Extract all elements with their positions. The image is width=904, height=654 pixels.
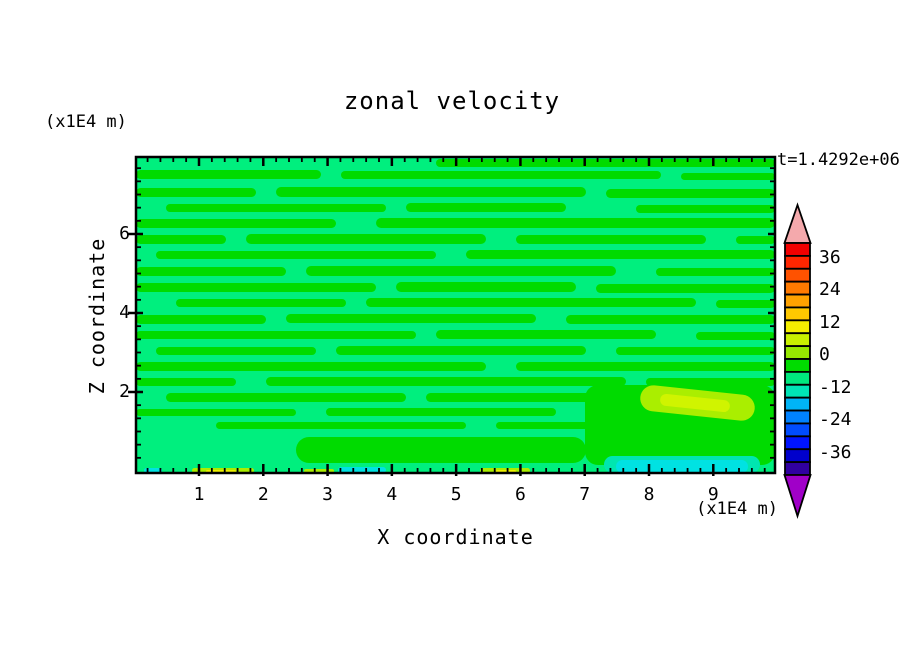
field-region — [716, 300, 775, 308]
field-region — [616, 347, 775, 355]
y-tick-label: 6 — [119, 223, 130, 244]
field-region — [136, 235, 226, 244]
field-region — [296, 437, 586, 463]
field-region — [136, 378, 236, 386]
y-tick-label: 4 — [119, 302, 130, 323]
colorbar-cell — [784, 461, 811, 476]
plot-title: zonal velocity — [343, 87, 561, 115]
field-region — [596, 284, 775, 293]
colorbar-tick-label: 0 — [819, 344, 830, 366]
colorbar-cell — [784, 267, 811, 283]
field-region — [166, 393, 406, 402]
colorbar-cell — [784, 422, 811, 438]
field-region — [606, 189, 775, 198]
field-region — [436, 159, 775, 167]
field-region — [136, 219, 336, 228]
x-tick-label: 4 — [386, 484, 398, 505]
colorbar-cell — [784, 383, 811, 399]
field-region — [341, 171, 661, 179]
field-region — [336, 346, 586, 355]
colorbar-cell — [784, 345, 811, 360]
field-region — [176, 299, 346, 307]
field-region — [326, 408, 556, 416]
x-tick-label: 6 — [515, 484, 526, 505]
colorbar-cell — [784, 448, 811, 464]
field-region — [156, 251, 436, 259]
x-tick-label: 8 — [643, 484, 655, 505]
colorbar-cell — [784, 435, 811, 451]
x-axis-units: (x1E4 m) — [696, 499, 778, 519]
field-region — [396, 282, 576, 292]
field-streaks — [136, 159, 775, 473]
field-region — [466, 250, 775, 259]
field-region — [660, 393, 730, 413]
field-region — [266, 377, 626, 386]
field-region — [636, 205, 775, 213]
contour-plot — [128, 155, 777, 476]
colorbar-cell — [784, 358, 811, 373]
field-region — [566, 315, 775, 324]
colorbar — [783, 202, 812, 519]
colorbar-tick-label: -36 — [819, 441, 852, 463]
plot-border — [134, 155, 777, 475]
y-tick-label: 2 — [119, 381, 130, 402]
colorbar-cell — [784, 332, 811, 348]
colorbar-cell — [784, 319, 811, 335]
x-axis-title: X coordinate — [377, 525, 534, 549]
colorbar-cell — [784, 254, 811, 270]
field-region — [338, 467, 386, 473]
field-region — [136, 170, 321, 179]
field-region — [436, 330, 656, 339]
colorbar-cell — [784, 242, 811, 257]
colorbar-tick-label: 24 — [819, 279, 841, 301]
colorbar-tick-label: -24 — [819, 409, 852, 431]
x-tick-label: 3 — [322, 484, 333, 505]
colorbar-cell — [784, 409, 811, 425]
time-annotation: t=1.4292e+06 — [777, 150, 900, 170]
field-region — [286, 314, 536, 323]
colorbar-cell — [784, 306, 811, 322]
colorbar-under-arrow — [783, 474, 812, 519]
x-tick-label: 1 — [193, 484, 205, 505]
field-region — [406, 203, 566, 212]
colorbar-cell — [784, 280, 811, 296]
field-region — [166, 204, 386, 212]
field-region — [681, 173, 775, 180]
colorbar-cell — [784, 396, 811, 412]
field-region — [276, 187, 586, 197]
field-region — [136, 267, 286, 276]
field-region — [156, 347, 316, 355]
colorbar-tick-label: -12 — [819, 376, 852, 398]
field-region — [736, 236, 775, 244]
field-region — [376, 218, 775, 228]
field-region — [136, 362, 486, 371]
colorbar-cell — [784, 370, 811, 386]
field-region — [216, 422, 466, 429]
field-region — [646, 378, 775, 386]
field-region — [516, 362, 775, 371]
field-region — [136, 409, 296, 416]
field-region — [696, 332, 775, 340]
field-region — [306, 266, 616, 276]
field-region — [246, 234, 486, 244]
field-region — [136, 315, 266, 324]
y-axis-title: Z coordinate — [85, 237, 109, 395]
y-axis-units: (x1E4 m) — [45, 112, 127, 132]
field-region — [366, 298, 696, 307]
x-tick-label: 7 — [579, 484, 591, 505]
field-region — [656, 268, 775, 276]
x-tick-label: 5 — [450, 484, 462, 505]
field-region — [516, 235, 706, 244]
colorbar-over-arrow — [783, 202, 812, 244]
x-tick-label: 9 — [707, 484, 719, 505]
field-region — [136, 331, 416, 339]
colorbar-tick-label: 36 — [819, 247, 841, 268]
x-tick-label: 2 — [257, 484, 269, 505]
field-region — [136, 283, 376, 292]
field-region — [136, 188, 256, 197]
colorbar-cell — [784, 293, 811, 309]
colorbar-tick-label: 12 — [819, 311, 841, 333]
